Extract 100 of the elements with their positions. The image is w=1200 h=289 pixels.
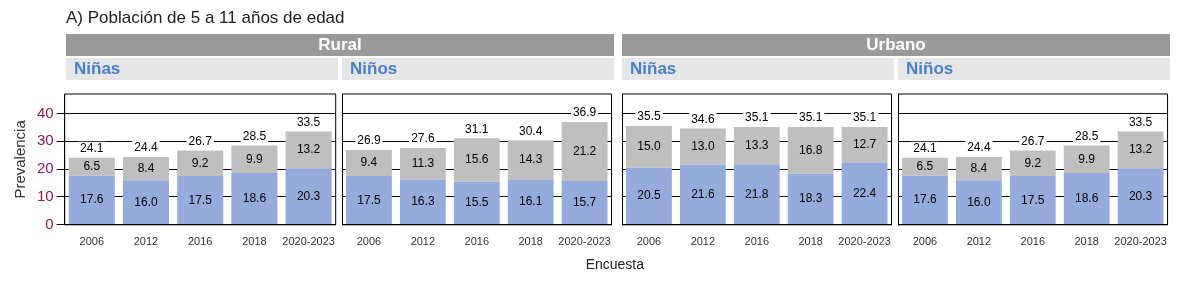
text: A) Población de 5 a 11 años de edad (65, 8, 346, 29)
bar (787, 127, 834, 174)
bar (177, 150, 224, 177)
data-label: 17.5 (188, 192, 213, 207)
chart-subtitle: Niños (342, 58, 614, 80)
data-label: 20.5 (637, 188, 661, 203)
total-label: 28.5 (1075, 128, 1099, 143)
data-label: 8.4 (970, 160, 988, 175)
bar (626, 126, 672, 168)
data-label: 17.5 (1021, 192, 1045, 207)
bar (841, 162, 888, 225)
x-tick-label: 2012 (966, 235, 992, 248)
bar (561, 122, 608, 182)
data-label: 16.0 (134, 194, 158, 209)
total-label: 31.1 (465, 121, 489, 136)
data-label: 15.5 (465, 195, 489, 210)
data-label: 20.3 (1128, 188, 1153, 203)
x-tick-label: 2020-2023 (558, 235, 611, 248)
x-tick-label: 2018 (242, 235, 267, 248)
x-tick-label: 2012 (690, 235, 716, 248)
bar (955, 156, 1002, 181)
data-label: 16.0 (967, 194, 991, 209)
data-label: 15.7 (572, 195, 597, 210)
chart-title: Urbano (622, 34, 1170, 56)
data-label: 9.9 (246, 151, 264, 166)
data-label: 15.0 (637, 139, 661, 154)
data-label: 20.3 (296, 188, 321, 203)
data-label: 6.5 (83, 159, 101, 174)
total-label: 24.4 (134, 140, 158, 155)
bar (841, 127, 888, 163)
x-tick-label: 2016 (1020, 235, 1046, 248)
total-label: 33.5 (1128, 114, 1153, 129)
x-tick-label: 2006 (79, 235, 105, 248)
data-label: 9.4 (360, 155, 378, 170)
data-label: 16.8 (799, 142, 823, 157)
chart-title: Rural (66, 34, 614, 56)
x-tick-label: 2006 (356, 235, 382, 248)
bar (399, 179, 446, 225)
total-label: 30.4 (519, 123, 543, 138)
y-tick-label: 0 (45, 214, 54, 232)
bar (507, 140, 554, 180)
bar (285, 131, 332, 169)
total-label: 27.6 (411, 131, 435, 146)
bar (507, 179, 554, 225)
data-label: 12.7 (852, 137, 877, 152)
x-tick-label: 2020-2023 (1114, 235, 1167, 248)
total-label: 26.7 (188, 133, 213, 148)
x-tick-label: 2016 (464, 235, 490, 248)
x-axis-title: Encuesta (584, 256, 644, 272)
data-label: 17.5 (357, 192, 381, 207)
y-tick-label: 20 (37, 159, 54, 177)
total-label: 34.6 (691, 111, 715, 126)
total-label: 28.5 (242, 128, 267, 143)
data-label: 14.3 (519, 152, 543, 167)
y-axis-title: Prevalencia (11, 119, 29, 199)
bar (399, 147, 446, 180)
bar (1063, 173, 1110, 225)
data-label: 8.4 (137, 160, 155, 175)
data-label: 16.3 (411, 194, 435, 209)
y-tick-label: 10 (37, 187, 54, 205)
x-tick-label: 2020-2023 (838, 235, 891, 248)
bar (346, 149, 392, 177)
x-tick-label: 2018 (1074, 235, 1099, 248)
data-label: 13.0 (691, 138, 715, 153)
total-label: 33.5 (296, 114, 321, 129)
bar (177, 176, 224, 225)
total-label: 35.1 (799, 110, 823, 125)
x-tick-label: 2018 (518, 235, 543, 248)
x-tick-label: 2006 (636, 235, 662, 248)
x-tick-label: 2006 (912, 235, 938, 248)
x-tick-label: 2016 (744, 235, 770, 248)
x-tick-label: 2016 (187, 235, 213, 248)
total-label: 24.4 (967, 140, 991, 155)
bar (902, 157, 948, 176)
total-label: 35.1 (745, 110, 769, 125)
data-label: 9.2 (1024, 155, 1042, 170)
x-tick-label: 2020-2023 (282, 235, 335, 248)
chart-subtitle: Niñas (622, 58, 894, 80)
total-label: 24.1 (913, 141, 937, 156)
bar (453, 138, 500, 182)
bar (68, 175, 115, 225)
data-label: 18.6 (1075, 190, 1099, 205)
bar (1117, 168, 1164, 225)
total-label: 35.5 (637, 109, 661, 124)
bar (626, 167, 672, 225)
bar (733, 164, 780, 225)
data-label: 21.2 (572, 143, 597, 158)
chart-subtitle: Niños (898, 58, 1170, 80)
chart-subtitle: Niñas (66, 58, 338, 80)
data-label: 6.5 (916, 159, 934, 174)
x-tick-label: 2018 (798, 235, 823, 248)
bar (955, 180, 1002, 225)
bar (561, 181, 608, 225)
bar (1009, 176, 1056, 225)
y-tick-label: 40 (37, 103, 54, 121)
data-label: 9.9 (1078, 151, 1096, 166)
bar (453, 181, 500, 225)
bar (679, 164, 726, 225)
total-label: 35.1 (852, 110, 877, 125)
bar (122, 156, 170, 181)
